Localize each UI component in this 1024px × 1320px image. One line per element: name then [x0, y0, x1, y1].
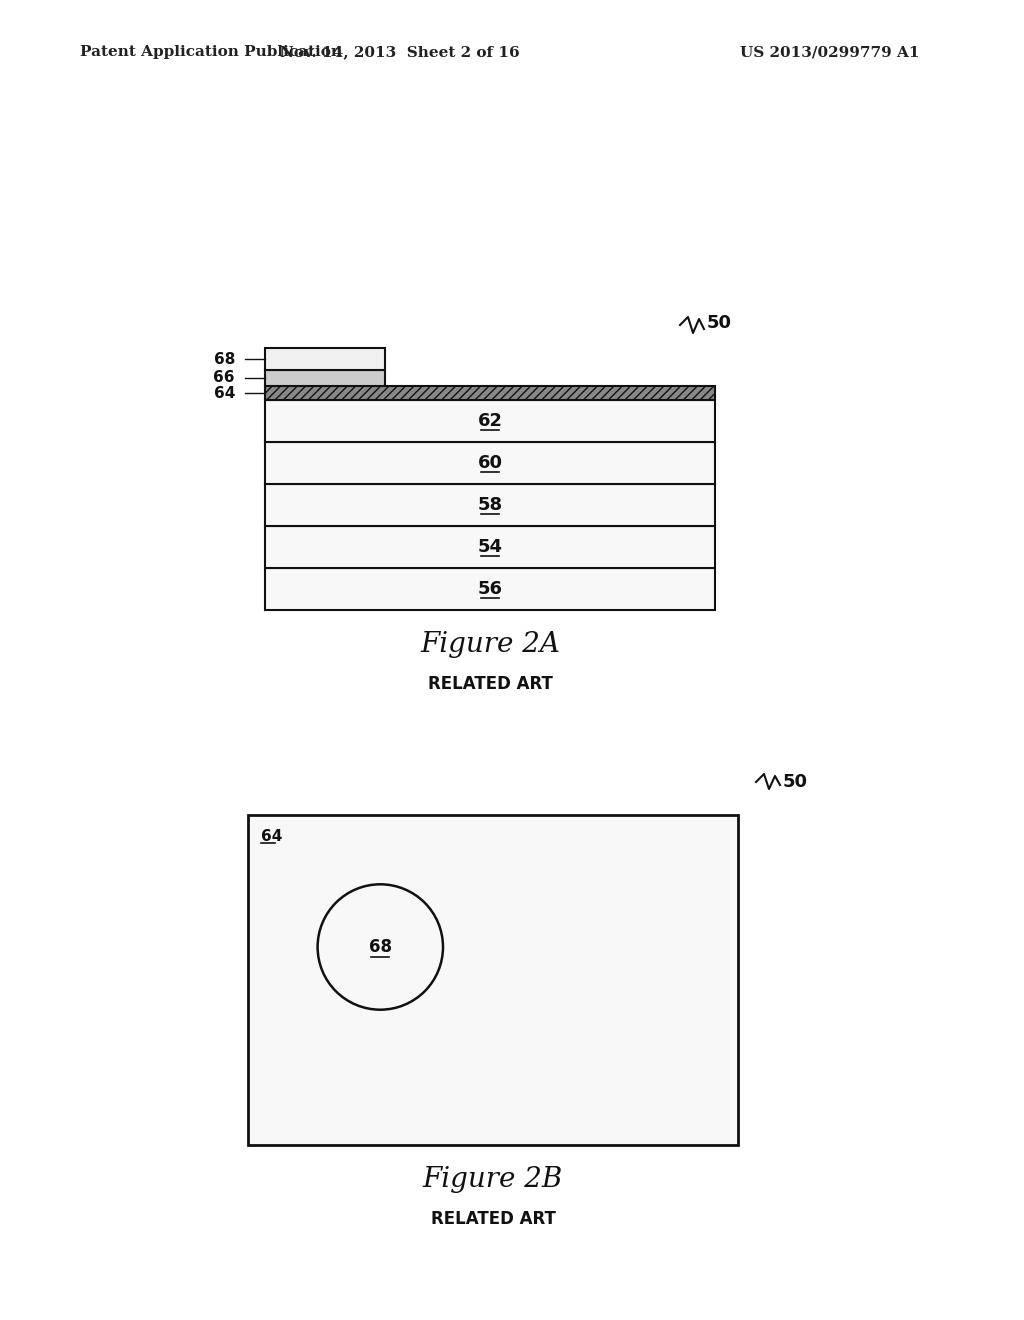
Text: Figure 2A: Figure 2A: [420, 631, 560, 657]
Text: 64: 64: [261, 829, 283, 843]
Bar: [265, 348, 385, 370]
Text: Nov. 14, 2013  Sheet 2 of 16: Nov. 14, 2013 Sheet 2 of 16: [281, 45, 520, 59]
Text: 64: 64: [214, 385, 234, 400]
Text: RELATED ART: RELATED ART: [430, 1210, 555, 1228]
Text: 58: 58: [477, 496, 503, 513]
Text: 54: 54: [477, 539, 503, 556]
Bar: [265, 568, 715, 610]
Text: RELATED ART: RELATED ART: [428, 675, 552, 693]
Text: 56: 56: [477, 579, 503, 598]
Text: 50: 50: [707, 314, 732, 333]
Bar: [265, 400, 715, 442]
Circle shape: [317, 884, 443, 1010]
Bar: [265, 385, 715, 400]
Text: Figure 2B: Figure 2B: [423, 1166, 563, 1193]
Text: 62: 62: [477, 412, 503, 430]
Text: Patent Application Publication: Patent Application Publication: [80, 45, 342, 59]
Text: 50: 50: [783, 774, 808, 791]
Text: 60: 60: [477, 454, 503, 473]
Text: US 2013/0299779 A1: US 2013/0299779 A1: [740, 45, 920, 59]
Bar: [248, 814, 738, 1144]
Text: 68: 68: [214, 351, 234, 367]
Bar: [265, 525, 715, 568]
Bar: [265, 484, 715, 525]
Bar: [265, 442, 715, 484]
Text: 66: 66: [213, 371, 234, 385]
Text: 68: 68: [369, 939, 392, 956]
Bar: [265, 370, 385, 385]
